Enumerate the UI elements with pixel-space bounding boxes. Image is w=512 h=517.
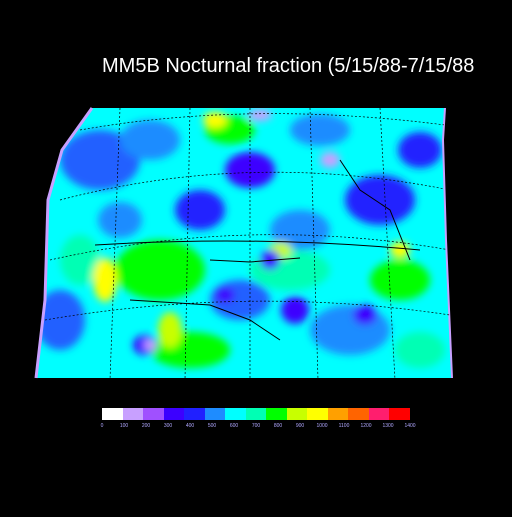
legend-swatch <box>348 408 369 420</box>
graticule <box>44 108 451 378</box>
legend-tick-label: 600 <box>229 423 239 429</box>
legend-tick-label: 100 <box>119 423 129 429</box>
legend-swatch <box>368 408 390 420</box>
legend-swatch <box>225 408 246 420</box>
legend-tick-label: 1300 <box>382 423 394 429</box>
legend-swatch <box>307 408 328 420</box>
legend-tick-label: 400 <box>185 423 195 429</box>
legend-tick-label: 700 <box>251 423 261 429</box>
legend-tick-labels: 0 100 200 300 400 500 600 700 800 900 1000 1100 1200… <box>100 422 422 430</box>
legend-swatch <box>122 408 144 420</box>
boundaries <box>94 159 421 341</box>
legend-swatch <box>204 408 226 420</box>
legend-swatch <box>327 408 349 420</box>
legend-tick-label: 300 <box>163 423 173 429</box>
legend-tick-label: 800 <box>273 423 283 429</box>
legend-swatch <box>286 408 308 420</box>
legend-swatch <box>245 408 267 420</box>
legend-swatch <box>184 408 205 420</box>
legend-swatch <box>102 408 123 420</box>
legend-tick-label: 500 <box>207 423 217 429</box>
legend-tick-label: 1000 <box>316 423 328 429</box>
legend-tick-label: 900 <box>295 423 305 429</box>
legend-tick-label: 1100 <box>338 423 350 429</box>
legend-tick-label: 1400 <box>404 423 416 429</box>
legend-swatch <box>389 408 410 420</box>
color-legend <box>102 408 410 420</box>
coast-edge <box>34 107 94 379</box>
map-title: MM5B Nocturnal fraction (5/15/88-7/15/88 <box>102 55 475 77</box>
east-edge <box>441 107 453 379</box>
legend-swatch <box>163 408 185 420</box>
legend-tick-label: 1200 <box>360 423 372 429</box>
legend-tick-label: 0 <box>100 423 104 429</box>
legend-swatch <box>143 408 164 420</box>
legend-tick-label: 200 <box>141 423 151 429</box>
legend-swatch <box>266 408 287 420</box>
field-layer <box>36 108 452 378</box>
